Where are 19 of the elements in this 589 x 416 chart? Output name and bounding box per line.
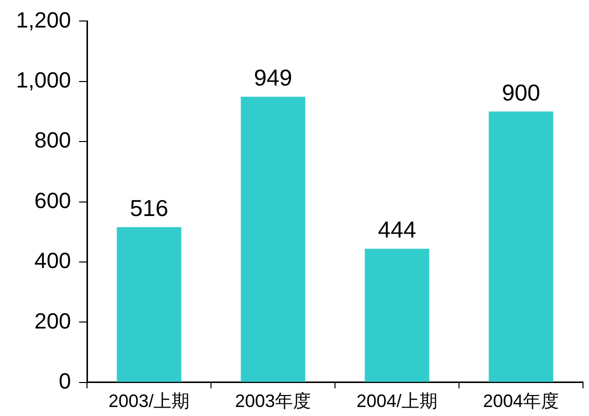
x-tick-label: 2003年度	[235, 391, 312, 412]
y-tick-label: 1,000	[16, 67, 72, 92]
data-label: 444	[378, 216, 416, 243]
y-tick-label: 1,200	[16, 7, 72, 32]
data-label: 949	[254, 64, 292, 91]
y-tick-label: 0	[58, 368, 72, 394]
x-tick-label: 2004/上期	[356, 391, 438, 412]
y-tick-label: 600	[34, 188, 72, 213]
bar	[488, 112, 554, 382]
data-label: 900	[502, 79, 540, 106]
y-tick-label: 200	[34, 308, 72, 334]
bar	[116, 227, 182, 382]
data-label: 516	[130, 194, 168, 221]
y-tick-label: 400	[34, 248, 72, 274]
y-tick-label: 800	[34, 128, 72, 153]
x-tick-label: 2003/上期	[108, 391, 190, 412]
x-tick-label: 2004年度	[482, 391, 560, 412]
bar	[364, 248, 430, 382]
bar	[240, 96, 306, 382]
